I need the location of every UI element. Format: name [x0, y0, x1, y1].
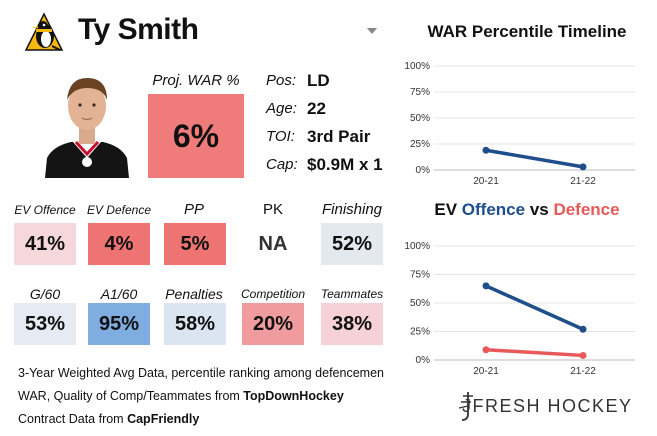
ev-title-vs: vs: [525, 200, 554, 219]
y-tick-label: 25%: [410, 327, 430, 338]
war-source-note: WAR, Quality of Comp/Teammates from TopD…: [18, 389, 344, 403]
pos-value: LD: [307, 71, 330, 90]
ev-defence-value: 4%: [88, 223, 150, 265]
player-select-caret-icon[interactable]: [367, 28, 377, 34]
pos-label: Pos:: [266, 72, 297, 89]
competition-label: Competition: [240, 287, 306, 301]
ev-chart-title: EV Offence vs Defence: [414, 200, 640, 220]
x-tick-label: 21-22: [570, 176, 596, 187]
teammates-label: Teammates: [320, 287, 384, 301]
cap-value: $0.9M x 1: [307, 155, 383, 174]
y-tick-label: 75%: [410, 270, 430, 281]
war-timeline-chart: 100% 75% 50% 25% 0% 20-21 21-22: [404, 61, 635, 187]
series-line: [485, 347, 584, 358]
ev-offence-defence-chart: 100% 75% 50% 25% 0% 20-21 21-22: [404, 241, 635, 377]
toi-label: TOI:: [266, 128, 295, 145]
ev-offence-value: 41%: [14, 223, 76, 265]
ev-offence-label: EV Offence: [14, 203, 76, 217]
y-tick-label: 100%: [404, 241, 430, 252]
g60-value: 53%: [14, 303, 76, 345]
series-line: [485, 284, 584, 331]
y-tick-label: 75%: [410, 87, 430, 98]
data-point: [482, 346, 490, 354]
competition-value: 20%: [242, 303, 304, 345]
player-name: Ty Smith: [78, 13, 199, 46]
ev-title-offence: Offence: [461, 200, 526, 219]
teammates-value: 38%: [321, 303, 383, 345]
ev-title-defence: Defence: [553, 200, 620, 219]
data-point: [482, 146, 490, 154]
data-point: [482, 282, 490, 290]
finishing-value: 52%: [321, 223, 383, 265]
a160-label: A1/60: [100, 286, 138, 302]
y-tick-label: 100%: [404, 61, 430, 72]
data-point: [579, 163, 587, 171]
penguins-logo-icon: [24, 12, 64, 51]
a160-value: 95%: [88, 303, 150, 345]
data-point: [579, 351, 587, 359]
war-source-link[interactable]: TopDownHockey: [243, 389, 344, 403]
contract-source-note: Contract Data from CapFriendly: [18, 412, 199, 426]
age-label: Age:: [266, 100, 297, 117]
ev-title-prefix: EV: [434, 200, 462, 219]
toi-value: 3rd Pair: [307, 127, 371, 146]
ev-defence-label: EV Defence: [86, 203, 152, 217]
y-tick-label: 0%: [416, 165, 431, 176]
jfresh-logo-icon: [458, 392, 473, 421]
y-tick-label: 0%: [416, 355, 431, 366]
contract-source-link[interactable]: CapFriendly: [127, 412, 200, 426]
brand-name: JFRESH HOCKEY: [462, 396, 633, 416]
data-point: [579, 325, 587, 333]
y-tick-label: 50%: [410, 113, 430, 124]
series-line: [485, 148, 584, 169]
finishing-label: Finishing: [321, 201, 383, 218]
g60-label: G/60: [29, 286, 61, 302]
penalties-label: Penalties: [165, 286, 223, 302]
pk-label: PK: [262, 201, 283, 218]
player-photo: [43, 66, 131, 178]
penalties-value: 58%: [164, 303, 226, 345]
contract-source-prefix: Contract Data from: [18, 412, 128, 426]
x-tick-label: 21-22: [570, 366, 596, 377]
x-tick-label: 20-21: [473, 176, 499, 187]
x-tick-label: 20-21: [473, 366, 499, 377]
war-source-prefix: WAR, Quality of Comp/Teammates from: [18, 389, 244, 403]
proj-war-label: Proj. WAR %: [152, 72, 240, 89]
pp-value: 5%: [164, 223, 226, 265]
pp-label: PP: [183, 201, 204, 218]
cap-label: Cap:: [266, 156, 298, 173]
pk-value: NA: [242, 223, 304, 265]
y-tick-label: 25%: [410, 139, 430, 150]
war-timeline-title: WAR Percentile Timeline: [427, 22, 627, 41]
age-value: 22: [307, 99, 326, 118]
y-tick-label: 50%: [410, 298, 430, 309]
proj-war-value: 6%: [148, 94, 244, 178]
data-note: 3-Year Weighted Avg Data, percentile ran…: [18, 366, 384, 380]
